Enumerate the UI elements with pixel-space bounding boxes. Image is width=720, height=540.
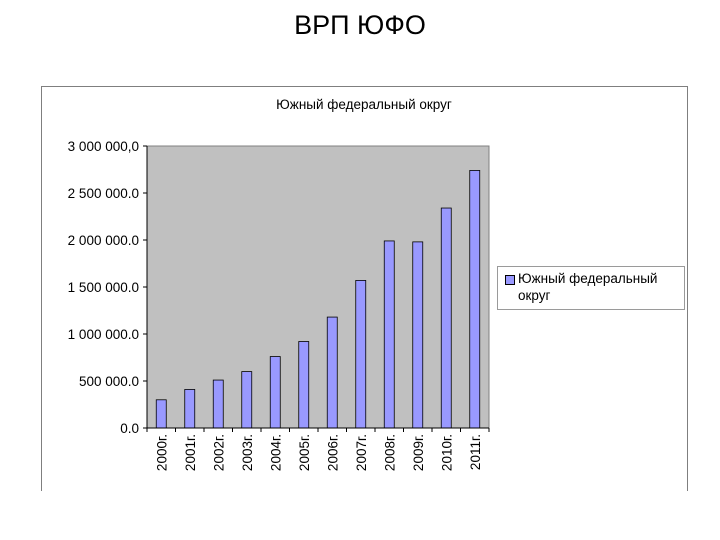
x-tick-label: 2005г. [297,434,312,471]
x-tick-label: 2008г. [382,434,397,471]
plot-area [146,145,490,429]
legend-swatch [505,275,515,285]
slide-title: ВРП ЮФО [294,10,426,40]
x-tick-label: 2011г. [468,434,483,470]
chart-frame [41,86,688,491]
y-axis: 0.0 500 000.0 1 000 000.0 1 500 000.0 2 000 … [68,139,148,436]
chart-title: Южный федеральный округ [276,97,452,112]
y-tick-label: 500 000.0 [79,374,139,389]
x-tick-label: 2007г. [354,434,369,471]
y-tick-label: 2 500 000.0 [68,186,139,201]
y-tick-label: 1 500 000.0 [68,280,139,295]
x-tick-label: 2001г. [183,434,198,471]
x-tick-label: 2002г. [211,434,226,471]
x-tick-label: 2006г. [325,434,340,471]
x-tick-label: 2003г. [240,434,255,471]
x-axis: 2000г. 2001г. 2002г. 2003г. 2004г. 2005г. 2006… [146,427,490,471]
y-tick-label: 1 000 000.0 [68,327,139,342]
legend: Южный федеральный округ [497,266,685,310]
legend-label: Южный федеральный округ [518,271,658,303]
y-tick-label: 0.0 [120,421,139,436]
x-tick-label: 2010г. [439,434,454,471]
y-tick-label: 2 000 000.0 [68,233,139,248]
x-tick-label: 2004г. [268,434,283,471]
y-tick-label: 3 000 000,0 [68,139,139,154]
x-tick-label: 2000г. [154,434,169,471]
x-tick-label: 2009г. [411,434,426,471]
